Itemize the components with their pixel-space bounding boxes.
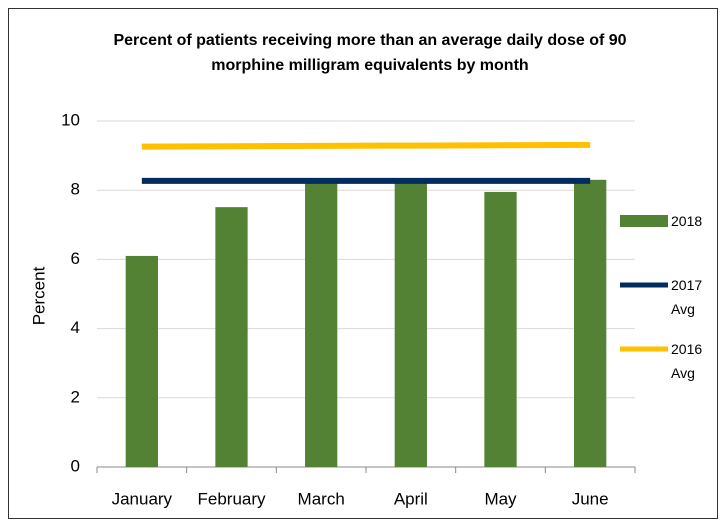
legend-label: 2018: [671, 213, 703, 229]
title-box: Percent of patients receiving more than …: [113, 32, 627, 74]
chart-title: Percent of patients receiving more than …: [113, 32, 627, 74]
legend-swatch: [620, 215, 668, 227]
y-axis-label: Percent: [29, 266, 48, 325]
bar: [305, 179, 338, 467]
line: [141, 141, 591, 150]
x-tick-label: March: [298, 489, 345, 508]
x-tick-label: January: [112, 489, 173, 508]
bar: [574, 179, 607, 467]
y-tick-label: 6: [71, 249, 80, 268]
legend-label: 2017 Avg: [671, 277, 703, 317]
bar: [215, 207, 248, 468]
bar: [125, 255, 158, 467]
bar: [484, 191, 517, 467]
x-tick-label: February: [197, 489, 266, 508]
legend-label: 2016 Avg: [671, 341, 703, 381]
x-tick-label: May: [484, 489, 517, 508]
y-tick-label: 2: [71, 387, 80, 406]
y-tick-label: 4: [71, 318, 80, 337]
bar: [394, 179, 427, 467]
x-tick-label: April: [394, 489, 428, 508]
y-tick-label: 0: [71, 456, 80, 475]
chart-border: [8, 8, 718, 519]
x-tick-label: June: [572, 489, 609, 508]
y-tick-label: 10: [61, 110, 80, 129]
y-tick-label: 8: [71, 180, 80, 199]
